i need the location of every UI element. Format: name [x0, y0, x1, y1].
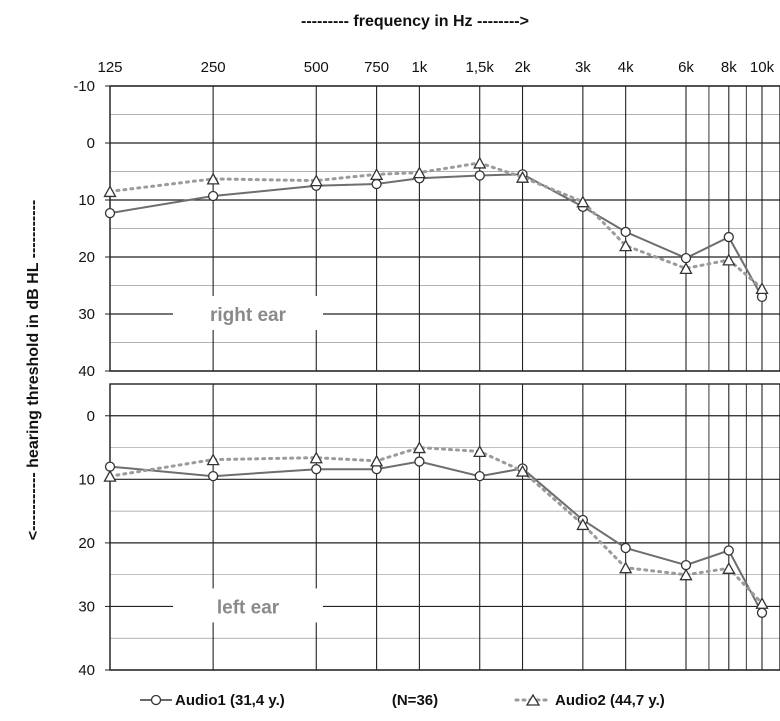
y-tick-label: -10	[73, 78, 95, 95]
data-point-triangle	[369, 454, 384, 467]
data-point-triangle	[412, 441, 426, 454]
data-point-triangle	[206, 172, 220, 185]
x-tick-labels: 125 250 500 750 1k 1,5k 2k 3k 4k 6k 8k 10k	[97, 59, 774, 76]
y-tick-label: 10	[78, 192, 95, 209]
y-tick-label: 0	[87, 135, 95, 152]
plot-frame	[109, 85, 780, 372]
data-point-circle	[680, 559, 692, 571]
data-point-circle	[756, 607, 768, 618]
y-tick-label: 30	[78, 598, 95, 615]
data-point-triangle	[722, 253, 736, 266]
y-tick-label: 20	[78, 535, 95, 552]
series-line	[108, 446, 764, 605]
data-point-circle	[723, 545, 734, 556]
legend-marker-audio2	[525, 693, 541, 706]
legend: Audio1 (31,4 y.) (N=36) Audio2 (44,7 y.)	[140, 692, 665, 709]
x-tick-label: 125	[97, 59, 122, 76]
x-axis-title: --------- frequency in Hz -------->	[301, 13, 529, 30]
legend-label-audio2: Audio2 (44,7 y.)	[555, 692, 665, 709]
x-tick-label: 2k	[515, 59, 531, 76]
data-point-triangle	[103, 469, 117, 482]
series-audio2	[103, 441, 769, 609]
ear-label-background	[173, 588, 323, 623]
x-tick-label: 750	[364, 59, 389, 76]
data-point-triangle	[755, 596, 769, 609]
x-tick-label: 10k	[750, 59, 775, 76]
y-tick-label: 10	[78, 471, 95, 488]
data-point-triangle	[576, 518, 590, 531]
data-point-triangle	[576, 195, 590, 208]
data-point-circle	[474, 170, 485, 181]
data-point-circle	[104, 461, 116, 472]
series-audio2	[103, 156, 769, 295]
x-tick-label: 250	[201, 59, 226, 76]
data-point-triangle	[309, 451, 323, 464]
data-point-triangle	[755, 282, 769, 295]
y-tick-label: 30	[78, 306, 95, 323]
ear-label-background	[173, 296, 323, 330]
data-point-triangle	[309, 174, 323, 187]
x-tick-label: 1k	[411, 59, 427, 76]
data-point-triangle	[515, 464, 530, 477]
series-line	[109, 173, 763, 298]
series-line	[108, 161, 764, 290]
data-point-triangle	[679, 262, 693, 275]
data-point-circle	[207, 190, 219, 202]
data-point-circle	[620, 226, 631, 238]
data-point-circle	[311, 464, 322, 475]
data-point-triangle	[679, 568, 693, 581]
data-point-circle	[414, 456, 425, 467]
data-point-triangle	[619, 239, 633, 252]
y-tick-label: 20	[78, 249, 95, 266]
sample-size-label: (N=36)	[392, 692, 438, 709]
panels: -10 0 10 20 30 40 right ear 0 10 20 30 40 left ear	[73, 78, 780, 679]
data-point-triangle	[619, 561, 633, 574]
y-axis-title: <----------- hearing threshold in dB HL …	[25, 200, 42, 541]
x-tick-label: 6k	[678, 59, 694, 76]
panel-right-ear: -10 0 10 20 30 40 right ear	[73, 78, 780, 380]
data-point-circle	[474, 471, 485, 482]
legend-label-audio1: Audio1 (31,4 y.)	[175, 692, 285, 709]
data-point-circle	[371, 178, 382, 190]
data-point-circle	[207, 471, 219, 482]
data-point-circle	[104, 207, 116, 219]
x-tick-label: 4k	[618, 59, 634, 76]
x-tick-label: 3k	[575, 59, 591, 76]
data-point-triangle	[722, 561, 736, 574]
data-point-triangle	[206, 453, 220, 466]
data-point-circle	[680, 252, 692, 264]
x-tick-label: 8k	[721, 59, 737, 76]
data-point-triangle	[412, 166, 426, 179]
data-point-triangle	[369, 168, 384, 181]
x-tick-label: 500	[304, 59, 329, 76]
data-point-triangle	[103, 185, 117, 198]
plot-frame	[109, 383, 780, 671]
data-point-circle	[723, 231, 734, 243]
series-line	[109, 460, 763, 614]
y-tick-label: 40	[78, 363, 95, 380]
x-tick-label: 1,5k	[466, 59, 495, 76]
ear-label: left ear	[217, 597, 280, 618]
y-tick-label: 0	[87, 408, 95, 425]
data-point-triangle	[473, 445, 487, 458]
series-audio1	[104, 169, 768, 303]
ear-label: right ear	[210, 305, 287, 326]
y-tick-label: 40	[78, 662, 95, 679]
legend-marker-audio1	[150, 694, 162, 706]
data-point-triangle	[473, 156, 487, 169]
data-point-triangle	[515, 170, 530, 183]
panel-left-ear: 0 10 20 30 40 left ear	[78, 383, 780, 679]
data-point-circle	[620, 542, 631, 554]
